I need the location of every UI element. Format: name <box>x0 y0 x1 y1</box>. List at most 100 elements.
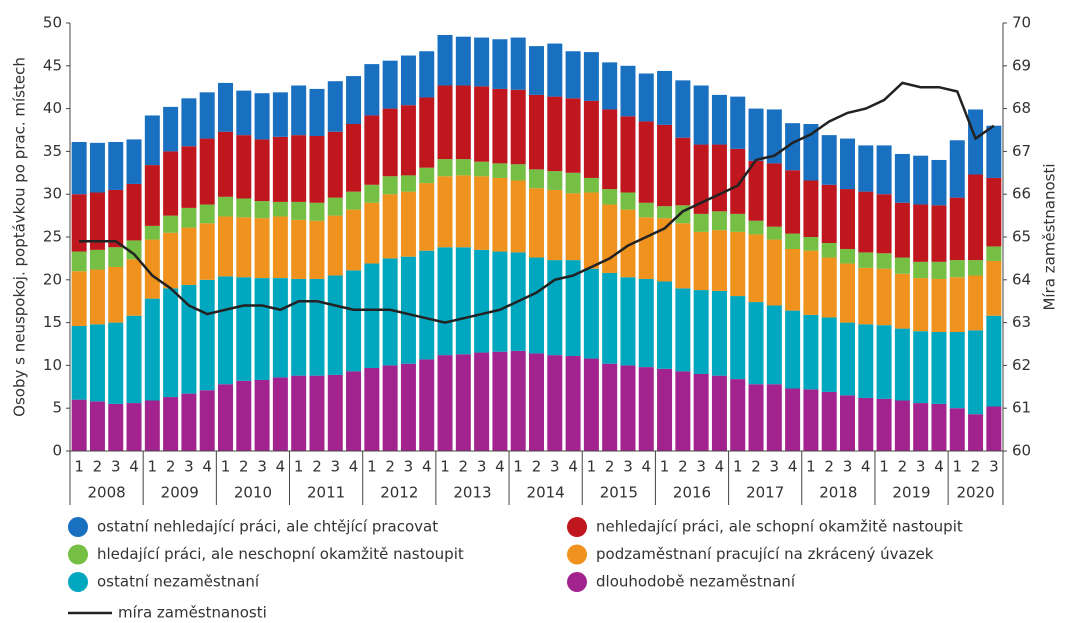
bar-segment <box>986 260 1002 316</box>
y2-tick-label: 61 <box>1012 399 1031 417</box>
bar-segment <box>126 240 142 260</box>
bar-segment <box>583 358 599 451</box>
bar-segment <box>346 270 362 372</box>
bar-segment <box>144 298 160 401</box>
bar-segment <box>986 315 1002 407</box>
x-tick-label: 4 <box>349 458 359 476</box>
bar-segment <box>839 322 856 396</box>
bar-segment <box>126 403 142 451</box>
bar-segment <box>419 51 435 98</box>
bar-segment <box>748 234 764 303</box>
bar-segment <box>803 389 819 451</box>
bar-segment <box>382 176 398 195</box>
bar-segment <box>620 365 636 451</box>
y-axis-title: Osoby s neuspokoj. poptávkou po prac. mí… <box>11 57 29 417</box>
x-group-label: 2017 <box>746 484 784 502</box>
bar-segment <box>913 331 929 404</box>
bar-segment <box>785 233 801 249</box>
bar-segment <box>785 388 801 451</box>
bar-segment <box>510 350 526 451</box>
bar-segment <box>931 261 947 279</box>
x-tick-label: 4 <box>715 458 725 476</box>
bar-segment <box>254 218 270 279</box>
x-group-label: 2014 <box>527 484 565 502</box>
bar-segment <box>510 37 526 90</box>
bar-segment <box>400 105 416 176</box>
bar-segment <box>181 146 197 208</box>
bar-segment <box>492 88 508 164</box>
bar-segment <box>400 256 416 364</box>
bar-segment <box>583 177 599 193</box>
bar-segment <box>254 93 270 140</box>
x-group-label: 2015 <box>600 484 638 502</box>
bar-segment <box>528 353 545 451</box>
x-tick-label: 1 <box>74 458 84 476</box>
bar-segment <box>547 355 563 451</box>
bar-segment <box>492 351 508 451</box>
bar-segment <box>949 260 965 278</box>
bar-segment <box>71 141 87 195</box>
bar-segment <box>254 278 270 380</box>
bar-segment <box>638 73 654 122</box>
x-tick-label: 3 <box>623 458 633 476</box>
bar-segment <box>181 284 197 394</box>
bar-segment <box>766 163 782 227</box>
bar-segment <box>931 278 947 333</box>
x-tick-label: 1 <box>733 458 743 476</box>
bar-segment <box>382 108 398 177</box>
bar-segment <box>510 164 526 181</box>
bar-segment <box>602 272 618 364</box>
bar-segment <box>163 215 179 233</box>
bar-segment <box>602 189 618 205</box>
x-tick-label: 1 <box>806 458 816 476</box>
bar-segment <box>291 201 307 220</box>
bar-segment <box>400 191 416 257</box>
bar-segment <box>419 250 435 360</box>
x-tick-label: 1 <box>221 458 231 476</box>
bar-segment <box>583 100 599 178</box>
bar-segment <box>657 70 673 125</box>
bar-segment <box>949 408 965 451</box>
bar-segment <box>364 367 380 451</box>
legend-marker <box>68 544 88 565</box>
bar-segment <box>876 194 892 254</box>
bar-segment <box>291 278 307 376</box>
bar-segment <box>217 196 234 217</box>
bar-segment <box>858 267 874 325</box>
bar-segment <box>309 375 325 451</box>
bar-segment <box>474 86 490 162</box>
bar-segment <box>858 145 874 192</box>
bar-segment <box>89 249 105 270</box>
bar-segment <box>474 176 490 250</box>
bar-segment <box>291 375 307 451</box>
bar-segment <box>657 368 673 451</box>
bar-segment <box>565 98 581 173</box>
bar-segment <box>236 198 252 218</box>
y2-tick-label: 67 <box>1012 142 1031 160</box>
bar-segment <box>272 92 288 137</box>
x-tick-label: 3 <box>111 458 121 476</box>
bar-segment <box>766 384 782 451</box>
x-tick-label: 1 <box>879 458 889 476</box>
bar-segment <box>730 231 746 297</box>
bar-segment <box>766 239 782 306</box>
bar-segment <box>89 401 105 451</box>
bar-segment <box>565 193 581 261</box>
legend-label: podzaměstnaní pracující na zkrácený úvaz… <box>596 545 934 563</box>
x-tick-label: 3 <box>989 458 999 476</box>
x-tick-label: 4 <box>568 458 578 476</box>
x-group-label: 2010 <box>234 484 272 502</box>
legend-label: ostatní nehledající práci, ale chtějící … <box>97 518 438 536</box>
bar-segment <box>144 115 160 166</box>
bar-segment <box>327 197 343 216</box>
x-tick-label: 3 <box>770 458 780 476</box>
x-tick-label: 3 <box>843 458 853 476</box>
bar-segment <box>199 390 215 451</box>
y-tick-label: 20 <box>43 270 62 288</box>
y-tick-label: 15 <box>43 313 62 331</box>
x-tick-label: 3 <box>404 458 414 476</box>
bar-segment <box>474 37 490 87</box>
bar-segment <box>785 170 801 234</box>
y-tick-label: 45 <box>43 56 62 74</box>
legend-marker <box>68 572 88 592</box>
